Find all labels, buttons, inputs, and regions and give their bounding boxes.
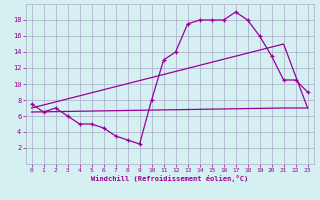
X-axis label: Windchill (Refroidissement éolien,°C): Windchill (Refroidissement éolien,°C) — [91, 175, 248, 182]
